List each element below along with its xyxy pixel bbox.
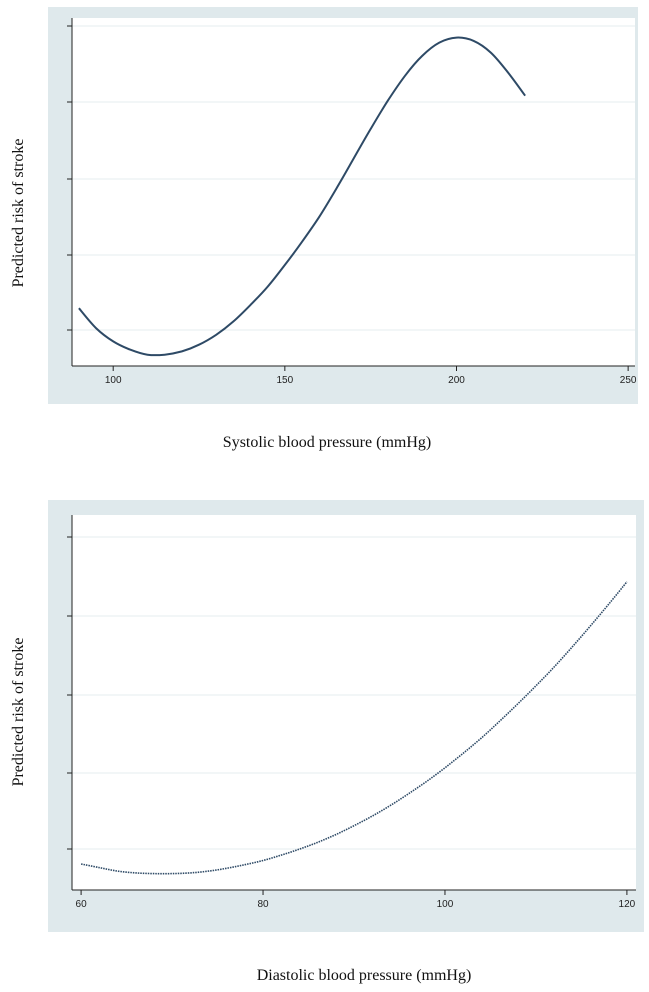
- diastolic-x-tick-label: 80: [257, 899, 269, 910]
- diastolic-chart: 60 80 100 120 Predicted risk of stroke Dias…: [0, 490, 649, 992]
- systolic-x-tick-label: 250: [620, 375, 637, 386]
- systolic-series-line: [78, 36, 526, 357]
- systolic-x-axis-label: Systolic blood pressure (mmHg): [222, 434, 432, 451]
- diastolic-plot-area: [72, 515, 636, 890]
- diastolic-x-tick-label: 100: [437, 899, 454, 910]
- diastolic-chart-svg: 60 80 100 120: [48, 500, 644, 932]
- systolic-x-tick-label: 150: [276, 375, 293, 386]
- diastolic-x-axis-label: Diastolic blood pressure (mmHg): [256, 967, 472, 984]
- systolic-chart-svg: 100 150 200 250: [48, 7, 638, 404]
- diastolic-y-axis-label: Predicted risk of stroke: [10, 637, 27, 787]
- systolic-x-tick-label: 100: [105, 375, 122, 386]
- diastolic-series-line: [80, 581, 628, 875]
- diastolic-x-tick-label: 120: [619, 899, 636, 910]
- systolic-x-tick-label: 200: [448, 375, 465, 386]
- systolic-y-axis-label: Predicted risk of stroke: [10, 138, 27, 288]
- diastolic-x-tick-label: 60: [76, 899, 88, 910]
- systolic-plot-area: [72, 18, 635, 366]
- systolic-chart: 100 150 200 250 Predicted risk of stroke Sy…: [0, 0, 649, 470]
